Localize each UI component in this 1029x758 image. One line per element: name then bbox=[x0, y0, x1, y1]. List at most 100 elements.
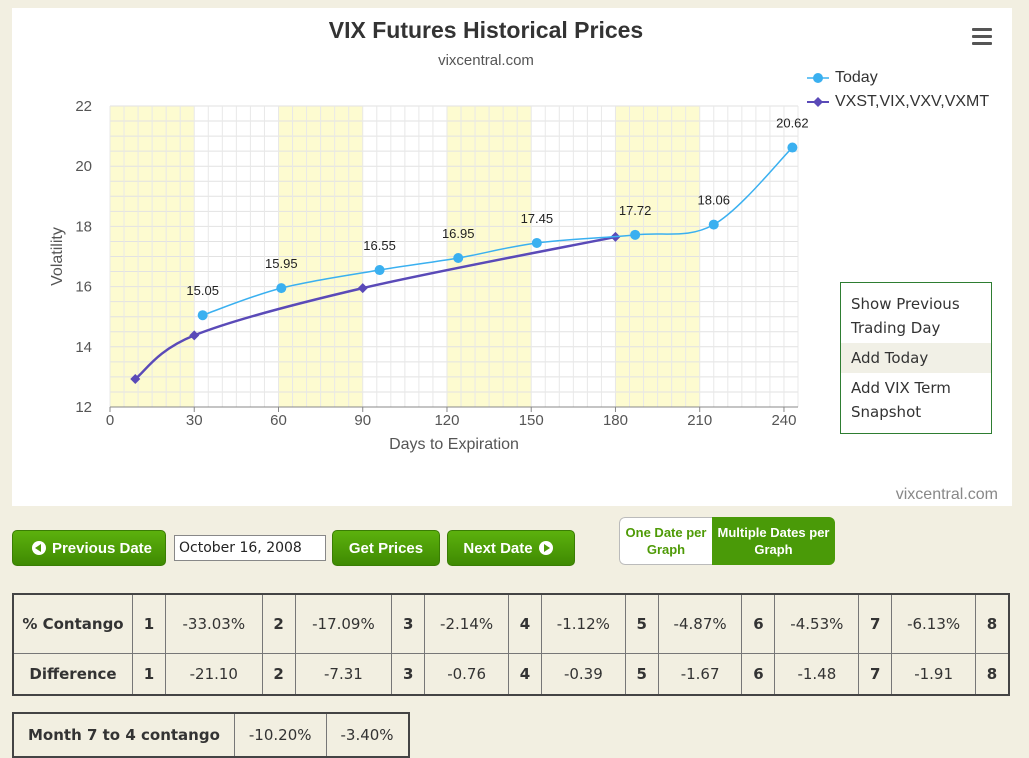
legend-label-today: Today bbox=[835, 69, 878, 86]
previous-date-button[interactable]: Previous Date bbox=[12, 530, 166, 566]
month-contango-value-1: -10.20% bbox=[233, 712, 327, 758]
x-tick-label: 120 bbox=[434, 412, 459, 429]
month-number: 6 bbox=[741, 593, 776, 654]
next-arrow-icon bbox=[538, 541, 553, 555]
x-tick-label: 30 bbox=[186, 412, 203, 429]
x-tick-label: 180 bbox=[603, 412, 628, 429]
y-tick-label: 14 bbox=[75, 339, 92, 356]
multiple-dates-per-graph-option[interactable]: Multiple Dates per Graph bbox=[712, 517, 835, 565]
one-date-per-graph-option[interactable]: One Date per Graph bbox=[619, 517, 712, 565]
chart-legend: Today VXST,VIX,VXV,VXMT bbox=[807, 66, 989, 114]
y-tick-label: 20 bbox=[75, 158, 92, 175]
menu-item-show-previous[interactable]: Show Previous Trading Day bbox=[851, 295, 960, 337]
contango-cell: -33.03% bbox=[165, 593, 263, 654]
x-tick-label: 150 bbox=[519, 412, 544, 429]
chart-subtitle: vixcentral.com bbox=[438, 52, 534, 69]
month-contango-label: Month 7 to 4 contango bbox=[12, 712, 235, 758]
contango-cell: -6.13% bbox=[891, 593, 976, 654]
month-number: 5 bbox=[624, 653, 659, 696]
chart-credit[interactable]: vixcentral.com bbox=[895, 486, 998, 503]
month-number: 2 bbox=[261, 593, 296, 654]
month-number: 5 bbox=[624, 593, 659, 654]
month-number: 4 bbox=[507, 653, 542, 696]
y-tick-label: 18 bbox=[75, 218, 92, 235]
month-number: 1 bbox=[132, 593, 166, 654]
month-number: 8 bbox=[975, 653, 1010, 696]
difference-cell: -1.91 bbox=[891, 653, 976, 696]
month-number: 3 bbox=[391, 593, 426, 654]
date-input[interactable] bbox=[174, 535, 326, 561]
contango-table: % Contango 1 -33.03% 2 -17.09% 3 -2.14% … bbox=[12, 593, 1010, 696]
x-tick-label: 60 bbox=[270, 412, 287, 429]
row-label-difference: Difference bbox=[12, 653, 133, 696]
y-tick-label: 16 bbox=[75, 279, 92, 296]
data-label: 16.55 bbox=[363, 238, 396, 253]
table-row-contango: % Contango 1 -33.03% 2 -17.09% 3 -2.14% … bbox=[12, 593, 1010, 654]
month-number: 3 bbox=[391, 653, 426, 696]
today-point bbox=[453, 253, 464, 264]
month-contango-table: Month 7 to 4 contango -10.20% -3.40% bbox=[12, 712, 410, 758]
legend-circle-marker-icon bbox=[807, 73, 829, 83]
data-label: 15.95 bbox=[265, 256, 298, 271]
get-prices-label: Get Prices bbox=[348, 539, 424, 557]
today-point bbox=[531, 237, 542, 248]
data-label: 17.72 bbox=[619, 203, 652, 218]
table-row: Month 7 to 4 contango -10.20% -3.40% bbox=[12, 712, 410, 758]
x-tick-label: 240 bbox=[771, 412, 796, 429]
hamburger-menu-icon[interactable] bbox=[972, 28, 992, 46]
x-axis-label: Days to Expiration bbox=[389, 436, 519, 453]
chart-title: VIX Futures Historical Prices bbox=[329, 17, 643, 43]
next-date-button[interactable]: Next Date bbox=[447, 530, 575, 566]
y-axis-label: Volatility bbox=[49, 227, 66, 286]
data-label: 15.05 bbox=[186, 283, 219, 298]
contango-cell: -2.14% bbox=[424, 593, 509, 654]
month-number: 1 bbox=[132, 653, 166, 696]
data-label: 20.62 bbox=[776, 116, 809, 131]
y-tick-label: 22 bbox=[75, 98, 92, 115]
today-point bbox=[630, 229, 641, 240]
difference-cell: -21.10 bbox=[165, 653, 263, 696]
legend-diamond-marker-icon bbox=[807, 97, 829, 107]
previous-arrow-icon bbox=[31, 541, 46, 555]
month-contango-value-2: -3.40% bbox=[325, 712, 410, 758]
today-point bbox=[787, 142, 798, 153]
chart-panel: 0 30 60 90 120 150 180 210 240 12 14 16 18 20 22 VIX Fu… bbox=[12, 8, 1012, 506]
data-label: 16.95 bbox=[442, 226, 475, 241]
difference-cell: -0.76 bbox=[424, 653, 509, 696]
contango-cell: -17.09% bbox=[294, 593, 393, 654]
graph-mode-toggle: One Date per Graph Multiple Dates per Gr… bbox=[619, 517, 835, 565]
month-number: 7 bbox=[858, 593, 893, 654]
spot-point bbox=[357, 283, 368, 294]
contango-cell: -4.53% bbox=[774, 593, 860, 654]
next-date-label: Next Date bbox=[463, 539, 533, 557]
y-tick-label: 12 bbox=[75, 399, 92, 416]
legend-label-spot: VXST,VIX,VXV,VXMT bbox=[835, 93, 990, 110]
legend-item-today[interactable]: Today bbox=[807, 66, 989, 90]
difference-cell: -0.39 bbox=[540, 653, 626, 696]
spot-point bbox=[130, 374, 141, 385]
x-tick-label: 210 bbox=[687, 412, 712, 429]
x-tick-label: 0 bbox=[106, 412, 114, 429]
data-label: 17.45 bbox=[521, 211, 554, 226]
contango-cell: -4.87% bbox=[657, 593, 743, 654]
today-point bbox=[276, 283, 287, 294]
difference-cell: -1.67 bbox=[657, 653, 743, 696]
difference-cell: -1.48 bbox=[774, 653, 860, 696]
vix-futures-chart: 0 30 60 90 120 150 180 210 240 12 14 16 18 20 22 VIX Fu… bbox=[49, 17, 809, 453]
previous-date-label: Previous Date bbox=[51, 539, 153, 557]
menu-item-add-vix-term[interactable]: Add VIX Term Snapshot bbox=[851, 379, 951, 421]
legend-item-spot[interactable]: VXST,VIX,VXV,VXMT bbox=[807, 90, 989, 114]
today-point bbox=[708, 219, 719, 230]
spot-point bbox=[189, 330, 200, 341]
month-number: 4 bbox=[507, 593, 542, 654]
table-row-difference: Difference 1 -21.10 2 -7.31 3 -0.76 4 -0… bbox=[12, 653, 1010, 696]
data-label: 18.06 bbox=[697, 193, 730, 208]
get-prices-button[interactable]: Get Prices bbox=[332, 530, 440, 566]
month-number: 7 bbox=[858, 653, 893, 696]
month-number: 6 bbox=[741, 653, 776, 696]
menu-item-add-today[interactable]: Add Today bbox=[841, 343, 991, 373]
today-point bbox=[197, 310, 208, 321]
series-line-vxst-vix-vxv-vxmt bbox=[134, 235, 616, 381]
chart-context-menu: Show Previous Trading Day Add Today Add … bbox=[840, 282, 992, 434]
contango-cell: -1.12% bbox=[540, 593, 626, 654]
